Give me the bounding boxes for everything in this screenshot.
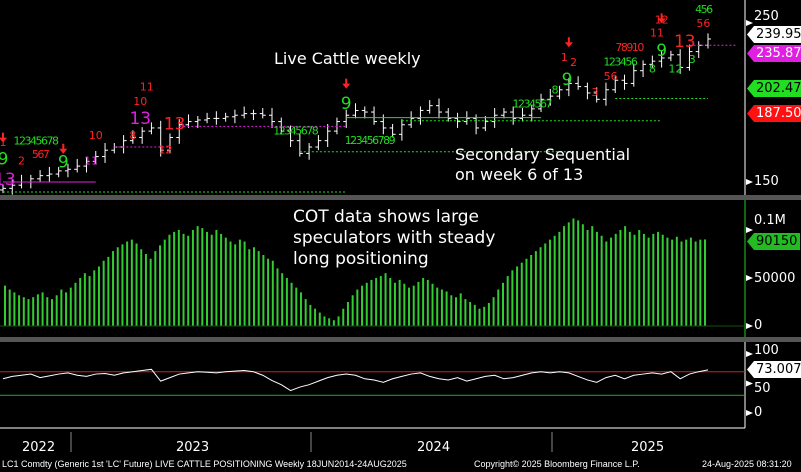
sequential-annotations: 1391256712345678911108131011131212345678… bbox=[0, 3, 715, 190]
year-label: 2022 bbox=[22, 440, 56, 455]
sequential-levels bbox=[3, 44, 736, 193]
sell-arrow-icon bbox=[0, 132, 7, 143]
sequential-count-label: 12345678 bbox=[273, 124, 318, 137]
secondary-sequential-note: Secondary Sequential on week 6 of 13 bbox=[455, 145, 630, 185]
axis-ticks bbox=[746, 20, 753, 416]
sequential-count-label: 12345678 bbox=[13, 134, 58, 147]
rsi-tick-label: 50 bbox=[754, 381, 771, 396]
sell-arrow-icon bbox=[657, 13, 666, 24]
sequential-count-label: 9 bbox=[656, 41, 667, 61]
sequential-count-label: 9 bbox=[0, 149, 8, 169]
price-series bbox=[0, 33, 711, 195]
rsi-line bbox=[2, 368, 709, 392]
sequential-count-label: 12 bbox=[158, 143, 172, 156]
chart-title-note: Live Cattle weekly bbox=[274, 49, 421, 68]
pane-divider[interactable] bbox=[0, 195, 801, 200]
axis-tick-marker bbox=[746, 179, 753, 185]
cot-last-value-tag: 90150 bbox=[747, 233, 801, 250]
rsi-series bbox=[0, 368, 745, 396]
axis-tick-marker bbox=[746, 275, 753, 281]
sell-arrow-icon bbox=[564, 37, 573, 48]
rsi-tick-label: 100 bbox=[754, 343, 779, 358]
sequential-count-label: 13 bbox=[0, 170, 16, 190]
axis-tick-marker bbox=[746, 227, 753, 233]
sequential-count-label: 123456 bbox=[603, 55, 637, 68]
note-line: Secondary Sequential bbox=[455, 145, 631, 164]
sequential-count-label: 8 bbox=[649, 62, 656, 75]
sequential-count-label: 1234567 bbox=[513, 97, 553, 110]
red-level-tag: 187.500 bbox=[747, 105, 801, 122]
axis-tick-marker bbox=[746, 323, 753, 329]
sequential-count-label: 56 bbox=[696, 17, 710, 30]
footer-timestamp: 24-Aug-2025 08:31:20 bbox=[702, 459, 792, 469]
cot-tick-label: 0.1M bbox=[754, 213, 786, 228]
sequential-count-label: 11 bbox=[84, 155, 98, 168]
footer-copyright: Copyright© 2025 Bloomberg Finance L.P. bbox=[474, 459, 640, 469]
axis-tick-marker bbox=[746, 410, 753, 416]
cot-tick-label: 0 bbox=[754, 318, 763, 333]
sequential-count-label: 56 bbox=[604, 70, 618, 83]
note-line: COT data shows large bbox=[293, 207, 480, 227]
year-label: 2025 bbox=[631, 440, 665, 455]
note-line: speculators with steady bbox=[293, 228, 496, 248]
note-line: long positioning bbox=[293, 249, 429, 269]
sequential-count-label: 11 bbox=[650, 26, 664, 39]
cot-series bbox=[0, 218, 745, 327]
price-tick-label: 150 bbox=[754, 174, 779, 189]
axis-tick-marker bbox=[746, 20, 753, 26]
axis-tick-marker bbox=[746, 380, 753, 387]
cot-note: COT data shows large speculators with st… bbox=[293, 207, 495, 270]
sequential-count-label: 9 bbox=[58, 153, 69, 173]
sequential-count-label: 10 bbox=[133, 95, 147, 108]
sequential-count-label: 13 bbox=[129, 109, 151, 129]
note-line: on week 6 of 13 bbox=[455, 165, 584, 184]
sell-arrow-icon bbox=[59, 143, 68, 154]
rsi-tick-label: 0 bbox=[754, 405, 763, 420]
sequential-count-label: 9 bbox=[341, 94, 352, 114]
sequential-count-label: 78910 bbox=[615, 41, 644, 54]
sequential-count-label: 10 bbox=[89, 129, 103, 142]
sequential-count-label: 1 bbox=[561, 51, 568, 64]
sequential-count-label: 8 bbox=[129, 129, 136, 142]
footer-description: LC1 Comdty (Generic 1st 'LC' Future) LIV… bbox=[2, 459, 407, 469]
last-price-tag: 239.950 bbox=[747, 26, 801, 43]
sequential-count-label: 3 bbox=[689, 53, 696, 66]
sequential-count-label: 123456789 bbox=[345, 134, 396, 147]
sequential-count-label: 8 bbox=[551, 84, 558, 97]
price-tick-label: 250 bbox=[754, 9, 779, 24]
sell-arrow-icon bbox=[342, 78, 351, 89]
sequential-count-label: 3 bbox=[591, 86, 598, 99]
cot-tick-label: 50000 bbox=[754, 271, 796, 286]
sequential-count-label: 11 bbox=[140, 80, 154, 93]
green-level-tag: 202.475 bbox=[747, 80, 801, 97]
pane-divider[interactable] bbox=[0, 337, 801, 342]
last-price-tag-magenta: 235.875 bbox=[747, 45, 801, 62]
sequential-count-label: 12 bbox=[669, 62, 683, 75]
sequential-count-label: 2 bbox=[18, 155, 25, 168]
year-label: 2024 bbox=[417, 440, 451, 455]
sequential-count-label: 9 bbox=[562, 70, 573, 90]
axis-tick-marker bbox=[746, 351, 753, 357]
sequential-count-label: 456 bbox=[695, 3, 713, 16]
rsi-last-value-tag: 73.0078 bbox=[747, 361, 801, 378]
sequential-count-label: 567 bbox=[32, 148, 50, 161]
year-label: 2023 bbox=[176, 440, 210, 455]
sequential-count-label: 13 bbox=[674, 32, 696, 52]
sequential-count-label: 2 bbox=[570, 56, 577, 69]
sequential-count-label: 13 bbox=[164, 115, 186, 135]
